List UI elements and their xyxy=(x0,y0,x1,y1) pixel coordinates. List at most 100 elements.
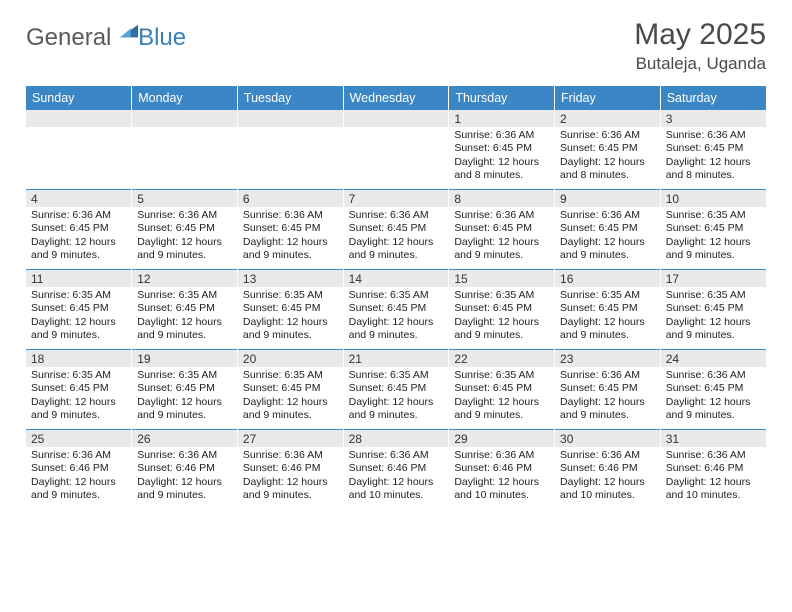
daylight-text: Daylight: 12 hours and 8 minutes. xyxy=(666,156,761,183)
sunrise-text: Sunrise: 6:36 AM xyxy=(666,449,761,462)
day-body: Sunrise: 6:35 AMSunset: 6:45 PMDaylight:… xyxy=(132,287,237,349)
calendar-cell: 20Sunrise: 6:35 AMSunset: 6:45 PMDayligh… xyxy=(237,350,343,430)
daylight-text: Daylight: 12 hours and 10 minutes. xyxy=(560,476,655,503)
calendar-cell: 14Sunrise: 6:35 AMSunset: 6:45 PMDayligh… xyxy=(343,270,449,350)
sunset-text: Sunset: 6:46 PM xyxy=(349,462,444,475)
sunset-text: Sunset: 6:45 PM xyxy=(137,302,232,315)
day-body: Sunrise: 6:35 AMSunset: 6:45 PMDaylight:… xyxy=(344,367,449,429)
sunset-text: Sunset: 6:45 PM xyxy=(349,222,444,235)
sunset-text: Sunset: 6:45 PM xyxy=(243,382,338,395)
day-body: Sunrise: 6:35 AMSunset: 6:45 PMDaylight:… xyxy=(449,367,554,429)
sunrise-text: Sunrise: 6:35 AM xyxy=(666,209,761,222)
sunrise-text: Sunrise: 6:36 AM xyxy=(560,449,655,462)
day-number: 2 xyxy=(555,110,660,127)
sunrise-text: Sunrise: 6:35 AM xyxy=(666,289,761,302)
day-header: Saturday xyxy=(660,86,766,110)
calendar-cell: 17 Sunrise: 6:35 AMSunset: 6:45 PMDayligh… xyxy=(660,270,766,350)
sunrise-text: Sunrise: 6:36 AM xyxy=(137,449,232,462)
day-header: Thursday xyxy=(449,86,555,110)
daylight-text: Daylight: 12 hours and 9 minutes. xyxy=(31,396,126,423)
sunrise-text: Sunrise: 6:36 AM xyxy=(666,369,761,382)
day-number: 24 xyxy=(661,350,766,367)
daylight-text: Daylight: 12 hours and 9 minutes. xyxy=(560,316,655,343)
sunset-text: Sunset: 6:45 PM xyxy=(349,302,444,315)
logo-word1: General xyxy=(26,24,111,51)
sunset-text: Sunset: 6:45 PM xyxy=(137,222,232,235)
daylight-text: Daylight: 12 hours and 10 minutes. xyxy=(454,476,549,503)
sunset-text: Sunset: 6:45 PM xyxy=(560,382,655,395)
daylight-text: Daylight: 12 hours and 9 minutes. xyxy=(349,316,444,343)
sunset-text: Sunset: 6:45 PM xyxy=(454,142,549,155)
calendar-cell: 21Sunrise: 6:35 AMSunset: 6:45 PMDayligh… xyxy=(343,350,449,430)
daylight-text: Daylight: 12 hours and 9 minutes. xyxy=(454,316,549,343)
sunrise-text: Sunrise: 6:36 AM xyxy=(349,209,444,222)
sunset-text: Sunset: 6:45 PM xyxy=(560,142,655,155)
day-number: 21 xyxy=(344,350,449,367)
sunset-text: Sunset: 6:45 PM xyxy=(666,222,761,235)
calendar-cell: 29Sunrise: 6:36 AMSunset: 6:46 PMDayligh… xyxy=(449,430,555,510)
day-body: Sunrise: 6:35 AMSunset: 6:45 PMDaylight:… xyxy=(555,287,660,349)
sunrise-text: Sunrise: 6:36 AM xyxy=(31,449,126,462)
sunrise-text: Sunrise: 6:36 AM xyxy=(349,449,444,462)
day-number: 23 xyxy=(555,350,660,367)
day-number: 22 xyxy=(449,350,554,367)
daylight-text: Daylight: 12 hours and 9 minutes. xyxy=(137,396,232,423)
calendar-cell: 5Sunrise: 6:36 AMSunset: 6:45 PMDaylight… xyxy=(132,190,238,270)
day-body xyxy=(238,127,343,189)
day-number: 18 xyxy=(26,350,131,367)
day-number xyxy=(132,110,237,127)
calendar-cell xyxy=(132,110,238,190)
calendar-cell: 11Sunrise: 6:35 AMSunset: 6:45 PMDayligh… xyxy=(26,270,132,350)
calendar-cell: 26Sunrise: 6:36 AMSunset: 6:46 PMDayligh… xyxy=(132,430,238,510)
daylight-text: Daylight: 12 hours and 9 minutes. xyxy=(243,476,338,503)
calendar-cell: 30Sunrise: 6:36 AMSunset: 6:46 PMDayligh… xyxy=(555,430,661,510)
daylight-text: Daylight: 12 hours and 9 minutes. xyxy=(454,236,549,263)
day-body: Sunrise: 6:35 AMSunset: 6:45 PMDaylight:… xyxy=(132,367,237,429)
calendar-cell xyxy=(343,110,449,190)
header-row: General Blue May 2025 Butaleja, Uganda xyxy=(26,18,766,74)
calendar-cell: 10Sunrise: 6:35 AMSunset: 6:45 PMDayligh… xyxy=(660,190,766,270)
calendar-cell: 22Sunrise: 6:35 AMSunset: 6:45 PMDayligh… xyxy=(449,350,555,430)
calendar-cell: 13Sunrise: 6:35 AMSunset: 6:45 PMDayligh… xyxy=(237,270,343,350)
sunrise-text: Sunrise: 6:36 AM xyxy=(31,209,126,222)
sunset-text: Sunset: 6:45 PM xyxy=(31,382,126,395)
calendar-cell: 31Sunrise: 6:36 AMSunset: 6:46 PMDayligh… xyxy=(660,430,766,510)
daylight-text: Daylight: 12 hours and 9 minutes. xyxy=(243,396,338,423)
day-number: 13 xyxy=(238,270,343,287)
daylight-text: Daylight: 12 hours and 9 minutes. xyxy=(666,316,761,343)
day-body: Sunrise: 6:36 AMSunset: 6:45 PMDaylight:… xyxy=(555,207,660,269)
calendar-cell: 4Sunrise: 6:36 AMSunset: 6:45 PMDaylight… xyxy=(26,190,132,270)
sunset-text: Sunset: 6:46 PM xyxy=(137,462,232,475)
sunrise-text: Sunrise: 6:36 AM xyxy=(454,449,549,462)
day-body: Sunrise: 6:36 AMSunset: 6:45 PMDaylight:… xyxy=(238,207,343,269)
sunrise-text: Sunrise: 6:35 AM xyxy=(560,289,655,302)
sunrise-text: Sunrise: 6:35 AM xyxy=(349,369,444,382)
day-body: Sunrise: 6:36 AMSunset: 6:45 PMDaylight:… xyxy=(132,207,237,269)
logo-triangle-icon xyxy=(120,23,138,41)
day-body: Sunrise: 6:36 AMSunset: 6:46 PMDaylight:… xyxy=(555,447,660,509)
sunset-text: Sunset: 6:46 PM xyxy=(560,462,655,475)
day-header: Monday xyxy=(132,86,238,110)
sunrise-text: Sunrise: 6:35 AM xyxy=(349,289,444,302)
day-number: 11 xyxy=(26,270,131,287)
daylight-text: Daylight: 12 hours and 8 minutes. xyxy=(560,156,655,183)
day-body: Sunrise: 6:36 AMSunset: 6:46 PMDaylight:… xyxy=(344,447,449,509)
sunset-text: Sunset: 6:45 PM xyxy=(666,302,761,315)
day-number: 17 xyxy=(661,270,766,287)
sunset-text: Sunset: 6:45 PM xyxy=(31,302,126,315)
logo-text: General Blue xyxy=(26,24,186,52)
day-body xyxy=(132,127,237,189)
day-number: 26 xyxy=(132,430,237,447)
daylight-text: Daylight: 12 hours and 9 minutes. xyxy=(666,396,761,423)
sunset-text: Sunset: 6:46 PM xyxy=(454,462,549,475)
sunset-text: Sunset: 6:45 PM xyxy=(560,302,655,315)
calendar-cell: 8Sunrise: 6:36 AMSunset: 6:45 PMDaylight… xyxy=(449,190,555,270)
page-title: May 2025 xyxy=(634,18,766,52)
sunrise-text: Sunrise: 6:35 AM xyxy=(137,289,232,302)
sunrise-text: Sunrise: 6:36 AM xyxy=(666,129,761,142)
day-number: 3 xyxy=(661,110,766,127)
logo: General Blue xyxy=(26,18,186,52)
daylight-text: Daylight: 12 hours and 9 minutes. xyxy=(243,316,338,343)
sunset-text: Sunset: 6:46 PM xyxy=(666,462,761,475)
day-number: 12 xyxy=(132,270,237,287)
